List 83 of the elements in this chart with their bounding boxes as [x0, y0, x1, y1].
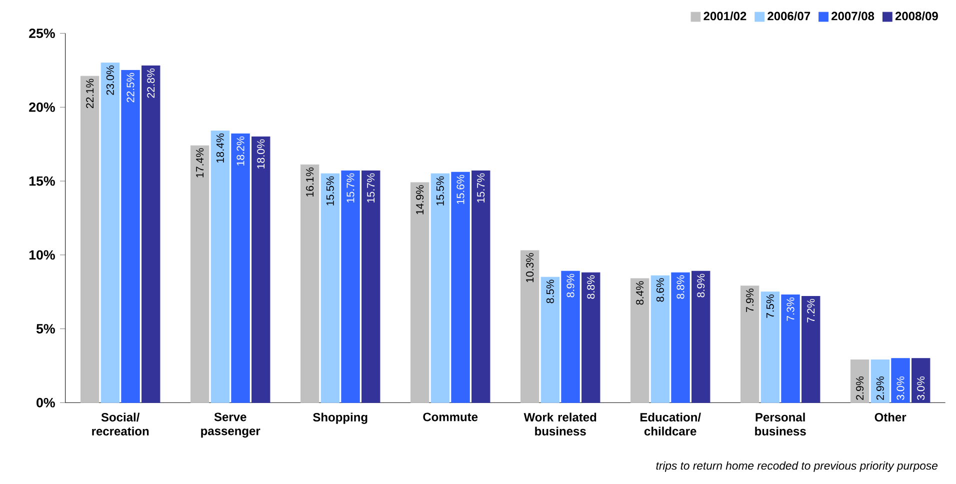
- bar: [210, 130, 230, 403]
- data-label: 18.4%: [216, 133, 224, 163]
- y-tick-label: 15%: [29, 176, 55, 186]
- bar: [671, 272, 690, 403]
- data-label: 16.1%: [306, 167, 314, 197]
- bar: [362, 170, 380, 403]
- data-label: 2.9%: [876, 376, 884, 400]
- data-label: 15.7%: [367, 173, 375, 202]
- legend-label: 2008/09: [895, 11, 938, 20]
- data-label: 15.6%: [456, 174, 464, 204]
- bar: [740, 286, 760, 403]
- data-label: 7.2%: [807, 298, 815, 322]
- bar: [520, 250, 540, 403]
- data-label: 8.4%: [636, 281, 644, 305]
- bar: [802, 296, 820, 403]
- bar: [582, 272, 600, 403]
- bar: [142, 66, 160, 403]
- data-label: 8.5%: [546, 280, 554, 304]
- bar: [100, 62, 120, 403]
- data-label: 8.9%: [566, 274, 574, 298]
- legend-label: 2007/08: [832, 11, 874, 20]
- data-label: 15.7%: [477, 173, 485, 202]
- text: trips to return home recoded to previous priority purpose: [656, 461, 938, 472]
- legend-label: 2006/07: [768, 11, 810, 20]
- bar: [561, 270, 580, 403]
- data-label: 3.0%: [896, 376, 904, 400]
- y-tick-label: 5%: [36, 324, 55, 334]
- data-label: 2.9%: [856, 376, 864, 400]
- bar: [692, 270, 710, 403]
- data-label: 8.8%: [676, 275, 684, 299]
- data-label: 15.5%: [326, 176, 334, 206]
- data-label: 22.1%: [86, 78, 94, 108]
- bar: [891, 358, 910, 403]
- data-label: 22.8%: [147, 68, 155, 98]
- bar: [320, 173, 340, 403]
- bar: [650, 275, 670, 403]
- bar: [410, 182, 430, 403]
- x-tick-label: Shopping: [313, 412, 368, 424]
- bar: [472, 170, 490, 403]
- data-label: 14.9%: [416, 185, 424, 214]
- data-label: 8.9%: [697, 274, 705, 298]
- data-label: 22.5%: [126, 72, 134, 102]
- x-tick-label: Commute: [423, 412, 478, 422]
- x-tick-label: Personal business: [755, 412, 806, 436]
- x-tick-label: Social/ recreation: [92, 412, 149, 436]
- data-label: 10.3%: [526, 253, 534, 282]
- x-tick-label: Education/ childcare: [640, 412, 701, 436]
- data-label: 7.5%: [766, 294, 774, 318]
- data-label: 15.7%: [346, 173, 354, 202]
- data-label: 15.5%: [436, 176, 444, 206]
- bar: [121, 70, 140, 403]
- bar: [781, 294, 800, 403]
- bar: [341, 170, 360, 403]
- data-label: 18.2%: [236, 136, 244, 166]
- legend-label: 2001/02: [704, 11, 746, 20]
- data-label: 3.0%: [917, 376, 925, 400]
- data-label: 7.3%: [786, 297, 794, 321]
- y-tick-label: 0%: [36, 398, 55, 408]
- y-tick-label: 25%: [29, 28, 55, 38]
- bar: [630, 278, 650, 403]
- bar: [300, 164, 320, 403]
- x-tick-label: Other: [874, 412, 906, 422]
- x-tick-label: Serve passenger: [201, 412, 260, 438]
- y-tick-label: 10%: [29, 250, 55, 260]
- bar: [850, 360, 870, 403]
- bar: [912, 358, 930, 403]
- bar: [430, 173, 450, 403]
- bar: [540, 276, 560, 403]
- bar: [231, 134, 250, 403]
- bar: [252, 136, 270, 403]
- bar: [870, 360, 890, 403]
- bar: [190, 145, 210, 403]
- bar: [760, 292, 780, 403]
- data-label: 23.0%: [106, 66, 114, 95]
- y-tick-label: 20%: [29, 102, 55, 112]
- bar: [451, 172, 470, 403]
- data-label: 18.0%: [257, 139, 265, 168]
- data-label: 8.6%: [656, 278, 664, 302]
- data-label: 7.9%: [746, 288, 754, 312]
- bar: [80, 76, 100, 403]
- x-tick-label: Work related business: [524, 412, 596, 436]
- data-label: 17.4%: [196, 148, 204, 178]
- data-label: 8.8%: [587, 275, 595, 299]
